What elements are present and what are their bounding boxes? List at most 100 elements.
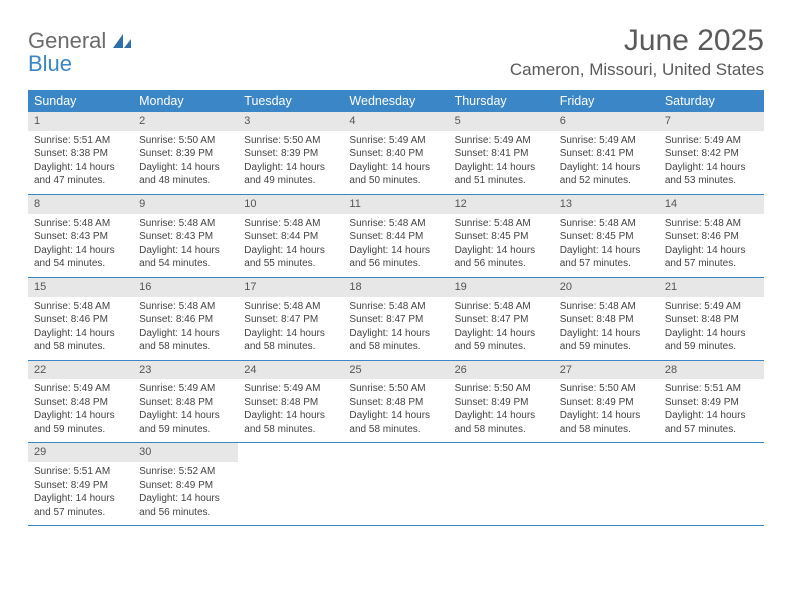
daylight-line: Daylight: 14 hours and 58 minutes.	[244, 327, 337, 354]
day-number: 4	[343, 112, 448, 131]
sunrise-line: Sunrise: 5:48 AM	[455, 217, 548, 231]
day-details: Sunrise: 5:48 AMSunset: 8:48 PMDaylight:…	[554, 300, 659, 354]
weekday-header: Wednesday	[343, 90, 448, 112]
sunset-line: Sunset: 8:46 PM	[139, 313, 232, 327]
day-details: Sunrise: 5:49 AMSunset: 8:48 PMDaylight:…	[238, 382, 343, 436]
calendar-cell: 17Sunrise: 5:48 AMSunset: 8:47 PMDayligh…	[238, 278, 343, 360]
month-title: June 2025	[510, 24, 764, 58]
sunset-line: Sunset: 8:49 PM	[455, 396, 548, 410]
day-details: Sunrise: 5:48 AMSunset: 8:43 PMDaylight:…	[133, 217, 238, 271]
sunrise-line: Sunrise: 5:49 AM	[665, 300, 758, 314]
sunrise-line: Sunrise: 5:51 AM	[34, 134, 127, 148]
day-number: 17	[238, 278, 343, 297]
sunrise-line: Sunrise: 5:48 AM	[349, 300, 442, 314]
calendar-cell: 29Sunrise: 5:51 AMSunset: 8:49 PMDayligh…	[28, 443, 133, 525]
calendar-cell: 19 Sunrise: 5:48 AMSunset: 8:47 PMDayligh…	[449, 278, 554, 360]
calendar-week: 15Sunrise: 5:48 AMSunset: 8:46 PMDayligh…	[28, 278, 764, 361]
day-details: Sunrise: 5:49 AMSunset: 8:48 PMDaylight:…	[133, 382, 238, 436]
sunset-line: Sunset: 8:48 PM	[244, 396, 337, 410]
day-number: 14	[659, 195, 764, 214]
weekday-header: Saturday	[659, 90, 764, 112]
sunset-line: Sunset: 8:49 PM	[665, 396, 758, 410]
sunrise-line: Sunrise: 5:48 AM	[560, 300, 653, 314]
sunrise-line: Sunrise: 5:48 AM	[244, 217, 337, 231]
day-details: Sunrise: 5:48 AMSunset: 8:46 PMDaylight:…	[28, 300, 133, 354]
sunset-line: Sunset: 8:46 PM	[665, 230, 758, 244]
day-details: Sunrise: 5:48 AMSunset: 8:43 PMDaylight:…	[28, 217, 133, 271]
sunrise-line: Sunrise: 5:52 AM	[139, 465, 232, 479]
day-number: 21	[659, 278, 764, 297]
day-number: 22	[28, 361, 133, 380]
day-number: 15	[28, 278, 133, 297]
day-details: Sunrise: 5:48 AMSunset: 8:45 PMDaylight:…	[449, 217, 554, 271]
calendar-cell: 9 Sunrise: 5:48 AMSunset: 8:43 PMDaylight…	[133, 195, 238, 277]
day-details: Sunrise: 5:49 AMSunset: 8:48 PMDaylight:…	[659, 300, 764, 354]
daylight-line: Daylight: 14 hours and 56 minutes.	[455, 244, 548, 271]
sunset-line: Sunset: 8:41 PM	[560, 147, 653, 161]
sunset-line: Sunset: 8:48 PM	[665, 313, 758, 327]
day-number: 29	[28, 443, 133, 462]
daylight-line: Daylight: 14 hours and 58 minutes.	[560, 409, 653, 436]
daylight-line: Daylight: 14 hours and 55 minutes.	[244, 244, 337, 271]
calendar-cell: 3 Sunrise: 5:50 AMSunset: 8:39 PMDaylight…	[238, 112, 343, 194]
sunset-line: Sunset: 8:43 PM	[139, 230, 232, 244]
calendar-cell: 2Sunrise: 5:50 AMSunset: 8:39 PMDaylight…	[133, 112, 238, 194]
calendar-cell: 1 Sunrise: 5:51 AMSunset: 8:38 PMDaylight…	[28, 112, 133, 194]
day-number: 18	[343, 278, 448, 297]
day-details: Sunrise: 5:48 AMSunset: 8:44 PMDaylight:…	[238, 217, 343, 271]
weekday-header: Monday	[133, 90, 238, 112]
sunrise-line: Sunrise: 5:48 AM	[139, 217, 232, 231]
calendar-week: 29Sunrise: 5:51 AMSunset: 8:49 PMDayligh…	[28, 443, 764, 526]
day-number: 9	[133, 195, 238, 214]
calendar-cell	[449, 443, 554, 525]
daylight-line: Daylight: 14 hours and 49 minutes.	[244, 161, 337, 188]
sunrise-line: Sunrise: 5:48 AM	[244, 300, 337, 314]
sunset-line: Sunset: 8:40 PM	[349, 147, 442, 161]
day-number: 27	[554, 361, 659, 380]
day-number: 19	[449, 278, 554, 297]
day-number: 8	[28, 195, 133, 214]
day-number: 1	[28, 112, 133, 131]
day-number: 10	[238, 195, 343, 214]
sunrise-line: Sunrise: 5:48 AM	[560, 217, 653, 231]
daylight-line: Daylight: 14 hours and 56 minutes.	[139, 492, 232, 519]
calendar: SundayMondayTuesdayWednesdayThursdayFrid…	[28, 90, 764, 526]
calendar-week: 22Sunrise: 5:49 AMSunset: 8:48 PMDayligh…	[28, 361, 764, 444]
sunset-line: Sunset: 8:43 PM	[34, 230, 127, 244]
calendar-cell: 5Sunrise: 5:49 AMSunset: 8:41 PMDaylight…	[449, 112, 554, 194]
sunrise-line: Sunrise: 5:49 AM	[665, 134, 758, 148]
calendar-cell: 27Sunrise: 5:50 AMSunset: 8:49 PMDayligh…	[554, 361, 659, 443]
title-block: June 2025 Cameron, Missouri, United Stat…	[510, 24, 764, 80]
daylight-line: Daylight: 14 hours and 57 minutes.	[34, 492, 127, 519]
logo-text-block: General Blue	[28, 30, 133, 75]
daylight-line: Daylight: 14 hours and 52 minutes.	[560, 161, 653, 188]
day-number: 13	[554, 195, 659, 214]
day-details: Sunrise: 5:50 AMSunset: 8:49 PMDaylight:…	[449, 382, 554, 436]
calendar-grid: 1Sunrise: 5:51 AMSunset: 8:38 PMDaylight…	[28, 112, 764, 526]
daylight-line: Daylight: 14 hours and 54 minutes.	[139, 244, 232, 271]
day-number: 26	[449, 361, 554, 380]
daylight-line: Daylight: 14 hours and 58 minutes.	[455, 409, 548, 436]
calendar-cell: 28Sunrise: 5:51 AMSunset: 8:49 PMDayligh…	[659, 361, 764, 443]
day-details: Sunrise: 5:48 AMSunset: 8:44 PMDaylight:…	[343, 217, 448, 271]
sunset-line: Sunset: 8:46 PM	[34, 313, 127, 327]
sunrise-line: Sunrise: 5:48 AM	[139, 300, 232, 314]
daylight-line: Daylight: 14 hours and 58 minutes.	[34, 327, 127, 354]
daylight-line: Daylight: 14 hours and 57 minutes.	[560, 244, 653, 271]
calendar-cell: 6Sunrise: 5:49 AMSunset: 8:41 PMDaylight…	[554, 112, 659, 194]
day-details: Sunrise: 5:48 AMSunset: 8:47 PMDaylight:…	[449, 300, 554, 354]
calendar-cell	[343, 443, 448, 525]
day-number: 11	[343, 195, 448, 214]
day-number: 3	[238, 112, 343, 131]
day-details: Sunrise: 5:49 AMSunset: 8:48 PMDaylight:…	[28, 382, 133, 436]
daylight-line: Daylight: 14 hours and 48 minutes.	[139, 161, 232, 188]
sunset-line: Sunset: 8:41 PM	[455, 147, 548, 161]
calendar-cell: 10 Sunrise: 5:48 AMSunset: 8:44 PMDayligh…	[238, 195, 343, 277]
day-details: Sunrise: 5:50 AMSunset: 8:39 PMDaylight:…	[238, 134, 343, 188]
sunrise-line: Sunrise: 5:50 AM	[244, 134, 337, 148]
sunrise-line: Sunrise: 5:51 AM	[665, 382, 758, 396]
sunset-line: Sunset: 8:49 PM	[34, 479, 127, 493]
sunrise-line: Sunrise: 5:48 AM	[665, 217, 758, 231]
day-details: Sunrise: 5:51 AMSunset: 8:38 PMDaylight:…	[28, 134, 133, 188]
sunset-line: Sunset: 8:38 PM	[34, 147, 127, 161]
